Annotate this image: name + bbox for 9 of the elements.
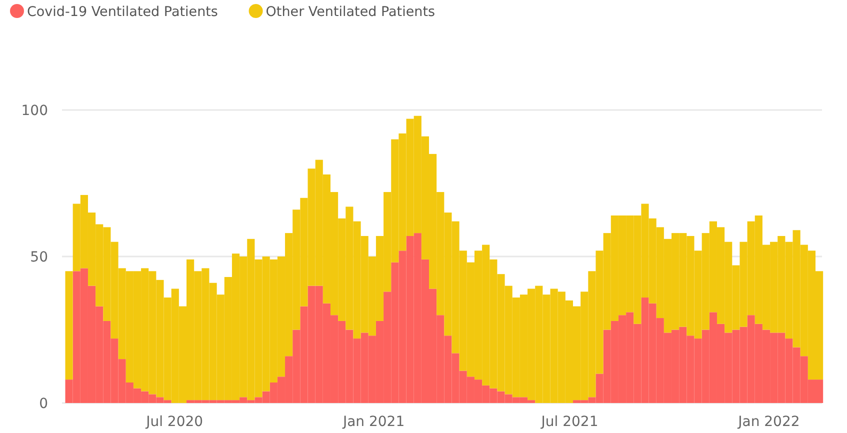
- x-tick-label: Jul 2020: [145, 414, 204, 430]
- y-tick-label: 0: [39, 396, 48, 412]
- y-tick-label: 100: [21, 102, 48, 119]
- y-tick-label: 50: [30, 249, 48, 266]
- legend-label: Other Ventilated Patients: [266, 4, 436, 20]
- x-tick-label: Jan 2022: [737, 414, 800, 430]
- x-tick-label: Jan 2021: [342, 414, 405, 430]
- x-tick-label: Jul 2021: [540, 414, 598, 430]
- legend-label: Covid-19 Ventilated Patients: [27, 4, 218, 20]
